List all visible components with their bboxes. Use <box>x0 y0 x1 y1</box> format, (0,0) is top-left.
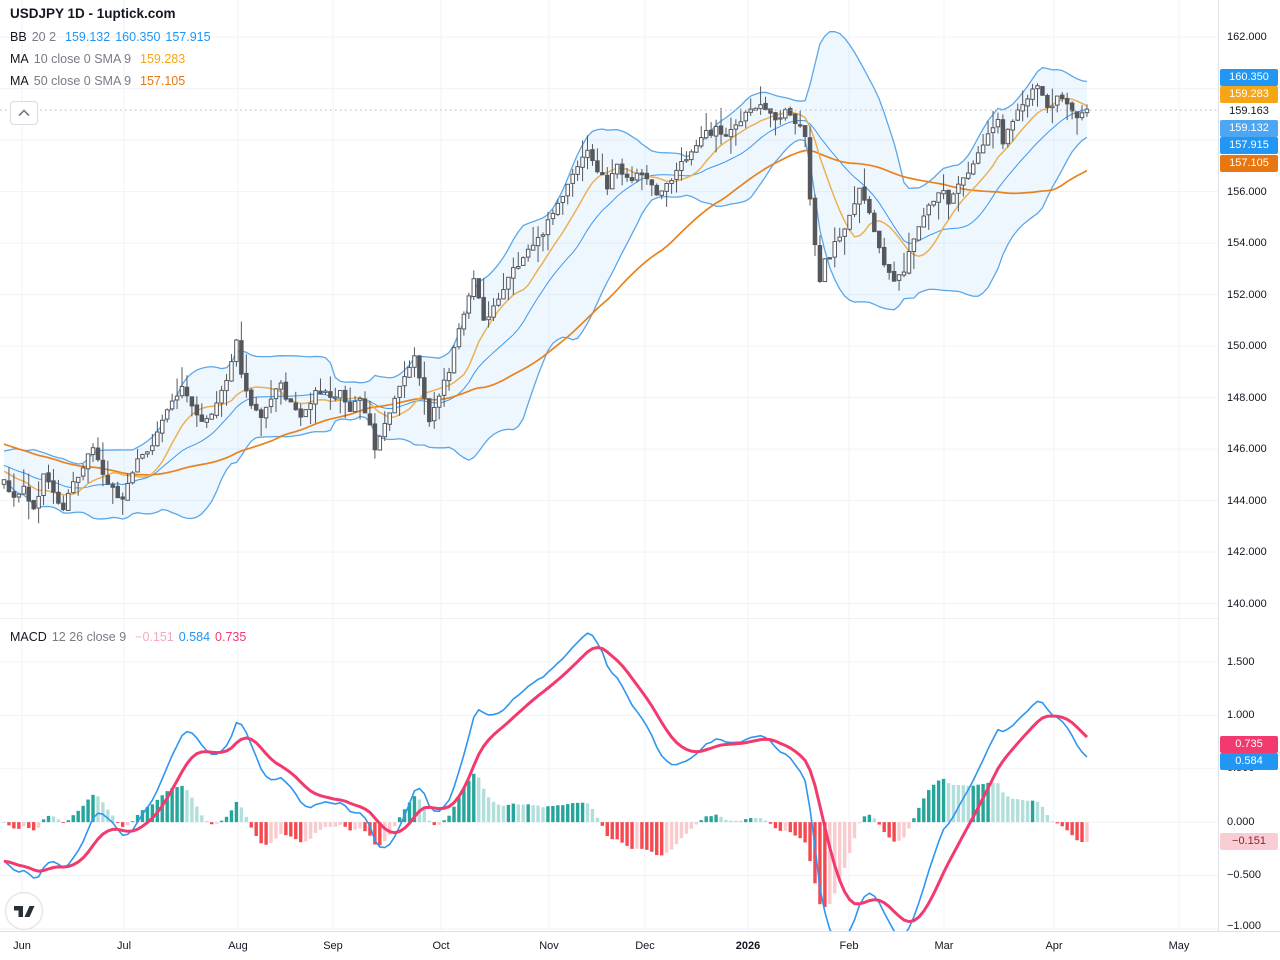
ma50-params: 50 close 0 SMA 9 <box>33 74 132 88</box>
price-badge-159.132: 159.132 <box>1220 119 1278 137</box>
macd-hist-value: −0.151 <box>135 630 174 644</box>
price-tick: 140.000 <box>1227 597 1267 610</box>
time-label-Aug: Aug <box>228 940 248 952</box>
macd-badge-−0.151: −0.151 <box>1220 832 1278 850</box>
macd-tick: 1.000 <box>1227 709 1255 721</box>
time-label-Oct: Oct <box>432 940 450 952</box>
price-badge-157.105: 157.105 <box>1220 154 1278 172</box>
legend: USDJPY 1D - 1uptick.com BB 20 2 159.132 160… <box>10 6 211 96</box>
legend-row-ma50[interactable]: MA 50 close 0 SMA 9 157.105 <box>10 74 211 88</box>
macd-pane[interactable] <box>0 619 1218 931</box>
legend-collapse-button[interactable] <box>10 101 38 125</box>
time-label-2026: 2026 <box>735 940 761 952</box>
tradingview-logo-icon <box>4 891 44 931</box>
macd-signal-value: 0.735 <box>215 630 247 644</box>
bb-params: 20 2 <box>31 30 57 44</box>
macd-badge-0.735: 0.735 <box>1220 735 1278 753</box>
time-label-Mar: Mar <box>934 940 954 952</box>
price-badge-159.283: 159.283 <box>1220 85 1278 103</box>
bb-name: BB <box>10 30 27 44</box>
time-label-Dec: Dec <box>635 940 655 952</box>
ma10-value: 159.283 <box>140 52 186 66</box>
bb-lower-value: 157.915 <box>165 30 211 44</box>
macd-tick: 1.500 <box>1227 656 1255 668</box>
time-label-Nov: Nov <box>539 940 559 952</box>
price-badge-160.350: 160.350 <box>1220 68 1278 86</box>
macd-params: 12 26 close 9 <box>51 630 127 644</box>
macd-line-value: 0.584 <box>178 630 211 644</box>
macd-tick: −0.500 <box>1227 869 1261 881</box>
time-label-Feb: Feb <box>839 940 859 952</box>
price-tick: 162.000 <box>1227 31 1267 43</box>
price-tick: 156.000 <box>1227 185 1267 198</box>
price-axis[interactable]: 162.000 156.000 154.000 152.000 150.000 148.0… <box>1218 0 1280 932</box>
price-badge-157.915: 157.915 <box>1220 136 1278 154</box>
price-tick: 144.000 <box>1227 494 1267 507</box>
time-label-Jul: Jul <box>116 940 132 952</box>
ma10-name: MA <box>10 52 29 66</box>
time-label-May: May <box>1168 940 1190 952</box>
macd-chart-canvas[interactable] <box>0 619 1218 931</box>
time-label-Sep: Sep <box>323 940 343 952</box>
ma10-params: 10 close 0 SMA 9 <box>33 52 132 66</box>
symbol-title[interactable]: USDJPY 1D - 1uptick.com <box>10 6 176 21</box>
macd-tick: −1.000 <box>1227 920 1261 932</box>
legend-row-macd[interactable]: MACD 12 26 close 9 −0.151 0.584 0.735 <box>10 630 246 644</box>
price-tick: 150.000 <box>1227 340 1267 352</box>
tradingview-logo[interactable] <box>4 891 44 931</box>
chevron-up-icon <box>18 109 30 117</box>
price-badge-159.163: 159.163 <box>1220 102 1278 120</box>
price-tick: 148.000 <box>1227 391 1267 404</box>
time-label-Jun: Jun <box>13 940 31 952</box>
legend-row-bb[interactable]: BB 20 2 159.132 160.350 157.915 <box>10 30 211 44</box>
macd-badge-0.584: 0.584 <box>1220 752 1278 770</box>
price-tick: 152.000 <box>1227 288 1267 301</box>
time-label-Apr: Apr <box>1045 940 1063 952</box>
ma50-name: MA <box>10 74 29 88</box>
macd-name: MACD <box>10 630 47 644</box>
legend-row-ma10[interactable]: MA 10 close 0 SMA 9 159.283 <box>10 52 211 66</box>
macd-tick: 0.000 <box>1227 816 1255 828</box>
price-tick: 146.000 <box>1227 443 1267 455</box>
bb-upper-value: 160.350 <box>115 30 161 44</box>
price-tick: 142.000 <box>1227 546 1267 558</box>
price-tick: 154.000 <box>1227 237 1267 249</box>
ma50-value: 157.105 <box>140 74 186 88</box>
bb-basis-value: 159.132 <box>65 30 111 44</box>
